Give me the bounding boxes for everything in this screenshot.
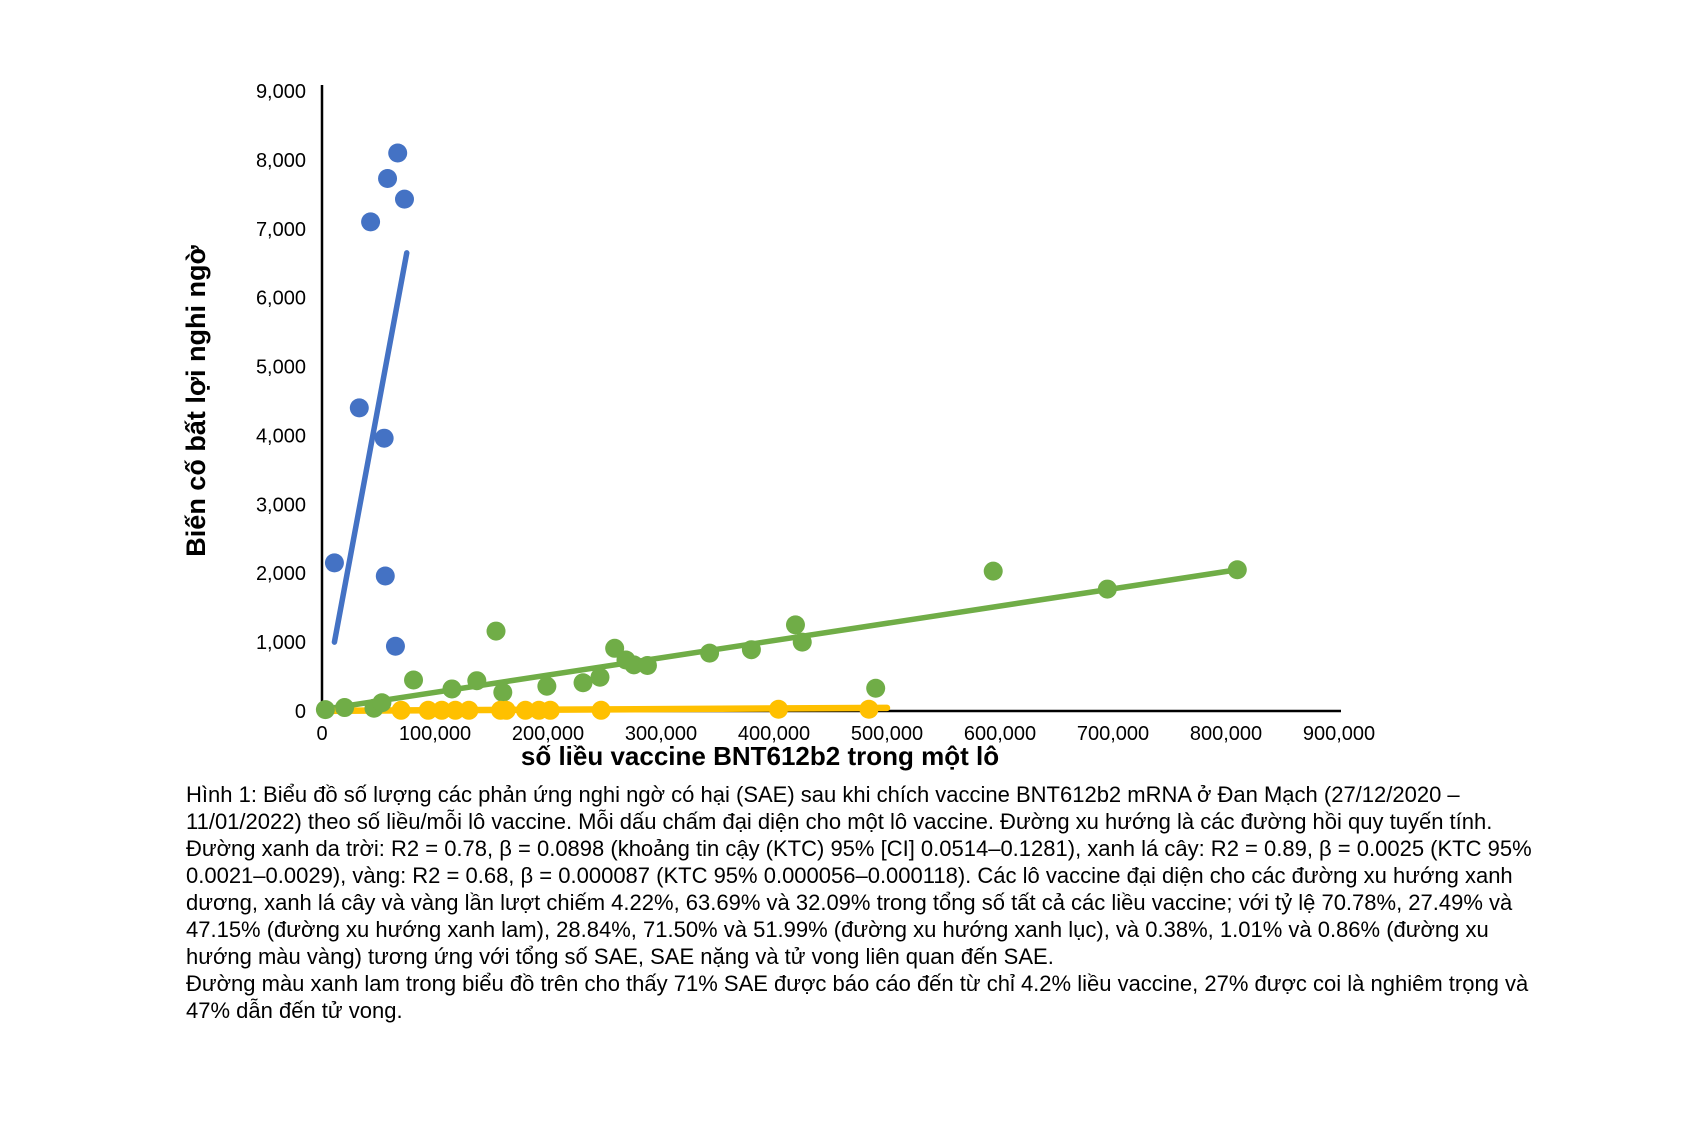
data-point-series-1 xyxy=(637,656,657,676)
x-tick-label: 600,000 xyxy=(964,723,1036,745)
y-tick-label: 2,000 xyxy=(256,563,306,585)
x-axis-title: số liều vaccine BNT612b2 trong một lô xyxy=(521,741,999,771)
data-point-series-1 xyxy=(785,615,805,635)
scatter-chart: 0 1,000 2,000 3,000 4,000 5,000 6,000 7,000 8,00… xyxy=(181,81,1375,771)
data-point-series-1 xyxy=(372,693,392,713)
data-point-series-1 xyxy=(741,640,761,660)
x-tick-label: 800,000 xyxy=(1190,723,1262,745)
data-point-series-0 xyxy=(324,553,344,573)
data-point-series-0 xyxy=(374,428,394,448)
caption-paragraph-2: Đường màu xanh lam trong biểu đồ trên ch… xyxy=(186,971,1529,1023)
data-point-series-0 xyxy=(388,143,408,163)
y-axis-title: Biến cố bất lợi nghi ngờ xyxy=(181,245,211,557)
data-point-series-1 xyxy=(605,638,625,658)
x-tick-label: 400,000 xyxy=(738,723,810,745)
y-tick-label: 1,000 xyxy=(256,632,306,654)
data-point-series-1 xyxy=(442,679,462,699)
data-point-series-1 xyxy=(335,698,355,718)
data-point-series-1 xyxy=(493,682,513,702)
x-tick-label: 300,000 xyxy=(625,723,697,745)
figure-caption: Hình 1: Biểu đồ số lượng các phản ứng ng… xyxy=(186,781,1538,1024)
data-point-series-2 xyxy=(496,700,516,720)
x-tick-label: 700,000 xyxy=(1077,723,1149,745)
y-tick-label: 8,000 xyxy=(256,150,306,172)
x-tick-label: 100,000 xyxy=(399,723,471,745)
data-point-series-2 xyxy=(769,699,789,719)
data-point-series-2 xyxy=(591,700,611,720)
data-point-series-2 xyxy=(540,700,560,720)
y-tick-label: 3,000 xyxy=(256,494,306,516)
data-point-series-0 xyxy=(375,566,395,586)
data-point-series-0 xyxy=(361,212,381,232)
data-point-series-1 xyxy=(315,700,335,720)
data-point-series-0 xyxy=(385,636,405,656)
data-point-series-2 xyxy=(391,700,411,720)
data-point-series-0 xyxy=(349,398,369,418)
x-tick-label: 0 xyxy=(316,723,327,745)
y-tick-label: 0 xyxy=(295,701,306,723)
y-tick-label: 5,000 xyxy=(256,357,306,379)
x-tick-label: 500,000 xyxy=(851,723,923,745)
data-point-series-1 xyxy=(486,621,506,641)
data-point-series-1 xyxy=(983,561,1003,581)
data-point-series-1 xyxy=(1227,560,1247,580)
data-point-series-2 xyxy=(432,700,452,720)
data-point-series-1 xyxy=(700,643,720,663)
data-point-series-2 xyxy=(445,700,465,720)
data-point-series-0 xyxy=(394,189,414,209)
data-point-series-1 xyxy=(573,673,593,693)
data-point-series-1 xyxy=(404,670,424,690)
data-point-series-1 xyxy=(624,655,644,675)
data-point-series-2 xyxy=(859,699,879,719)
x-tick-label: 200,000 xyxy=(512,723,584,745)
data-point-series-1 xyxy=(866,678,886,698)
trendline-0 xyxy=(331,250,410,645)
y-tick-label: 6,000 xyxy=(256,288,306,310)
data-point-series-1 xyxy=(792,632,812,652)
data-point-series-0 xyxy=(378,168,398,188)
data-point-series-2 xyxy=(418,700,438,720)
data-point-series-2 xyxy=(515,700,535,720)
y-tick-label: 4,000 xyxy=(256,425,306,447)
data-point-series-1 xyxy=(467,671,487,691)
data-point-series-1 xyxy=(1097,579,1117,599)
x-tick-label: 900,000 xyxy=(1303,723,1375,745)
y-tick-label: 7,000 xyxy=(256,219,306,241)
data-point-series-1 xyxy=(590,667,610,687)
data-point-series-1 xyxy=(537,676,557,696)
data-point-series-2 xyxy=(459,700,479,720)
caption-paragraph-1: Hình 1: Biểu đồ số lượng các phản ứng ng… xyxy=(186,782,1532,969)
y-tick-label: 9,000 xyxy=(256,81,306,103)
